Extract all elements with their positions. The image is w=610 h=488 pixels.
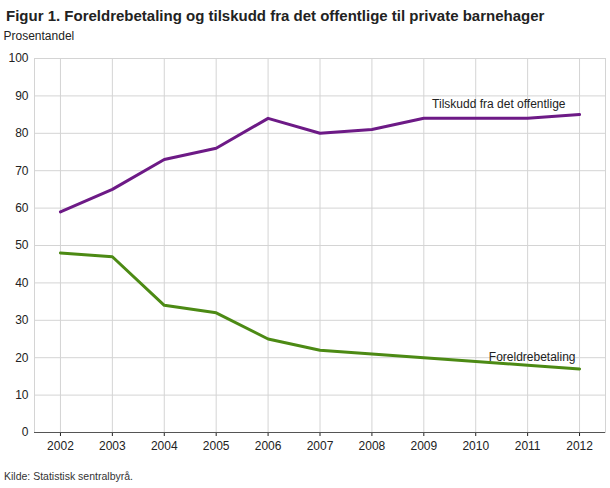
svg-text:40: 40 <box>15 276 29 290</box>
svg-text:2004: 2004 <box>151 439 178 453</box>
svg-text:2002: 2002 <box>47 439 74 453</box>
html-text:Figur 1. Foreldrebetaling og t: Figur 1. Foreldrebetaling og tilskudd fr… <box>6 7 545 24</box>
svg-text:90: 90 <box>15 89 29 103</box>
svg-text:2007: 2007 <box>307 439 334 453</box>
svg-text:70: 70 <box>15 164 29 178</box>
svg-text:2012: 2012 <box>566 439 593 453</box>
svg-text:2006: 2006 <box>255 439 282 453</box>
svg-text:Prosentandel: Prosentandel <box>4 29 75 43</box>
svg-text:50: 50 <box>15 238 29 252</box>
svg-text:2003: 2003 <box>99 439 126 453</box>
svg-text:2005: 2005 <box>203 439 230 453</box>
svg-text:2009: 2009 <box>410 439 437 453</box>
svg-text:10: 10 <box>15 388 29 402</box>
svg-text:100: 100 <box>8 51 28 65</box>
svg-text:20: 20 <box>15 351 29 365</box>
svg-text:Foreldrebetaling: Foreldrebetaling <box>489 350 576 364</box>
html-text:Kilde: Statistisk sentralbyrå.: Kilde: Statistisk sentralbyrå. <box>4 470 133 482</box>
svg-text:2011: 2011 <box>515 439 541 453</box>
svg-text:2008: 2008 <box>359 439 386 453</box>
svg-text:80: 80 <box>15 126 29 140</box>
svg-text:2010: 2010 <box>462 439 489 453</box>
svg-text:Tilskudd fra det offentlige: Tilskudd fra det offentlige <box>432 97 566 111</box>
svg-text:60: 60 <box>15 201 29 215</box>
svg-text:30: 30 <box>15 313 29 327</box>
svg-text:0: 0 <box>22 425 29 439</box>
